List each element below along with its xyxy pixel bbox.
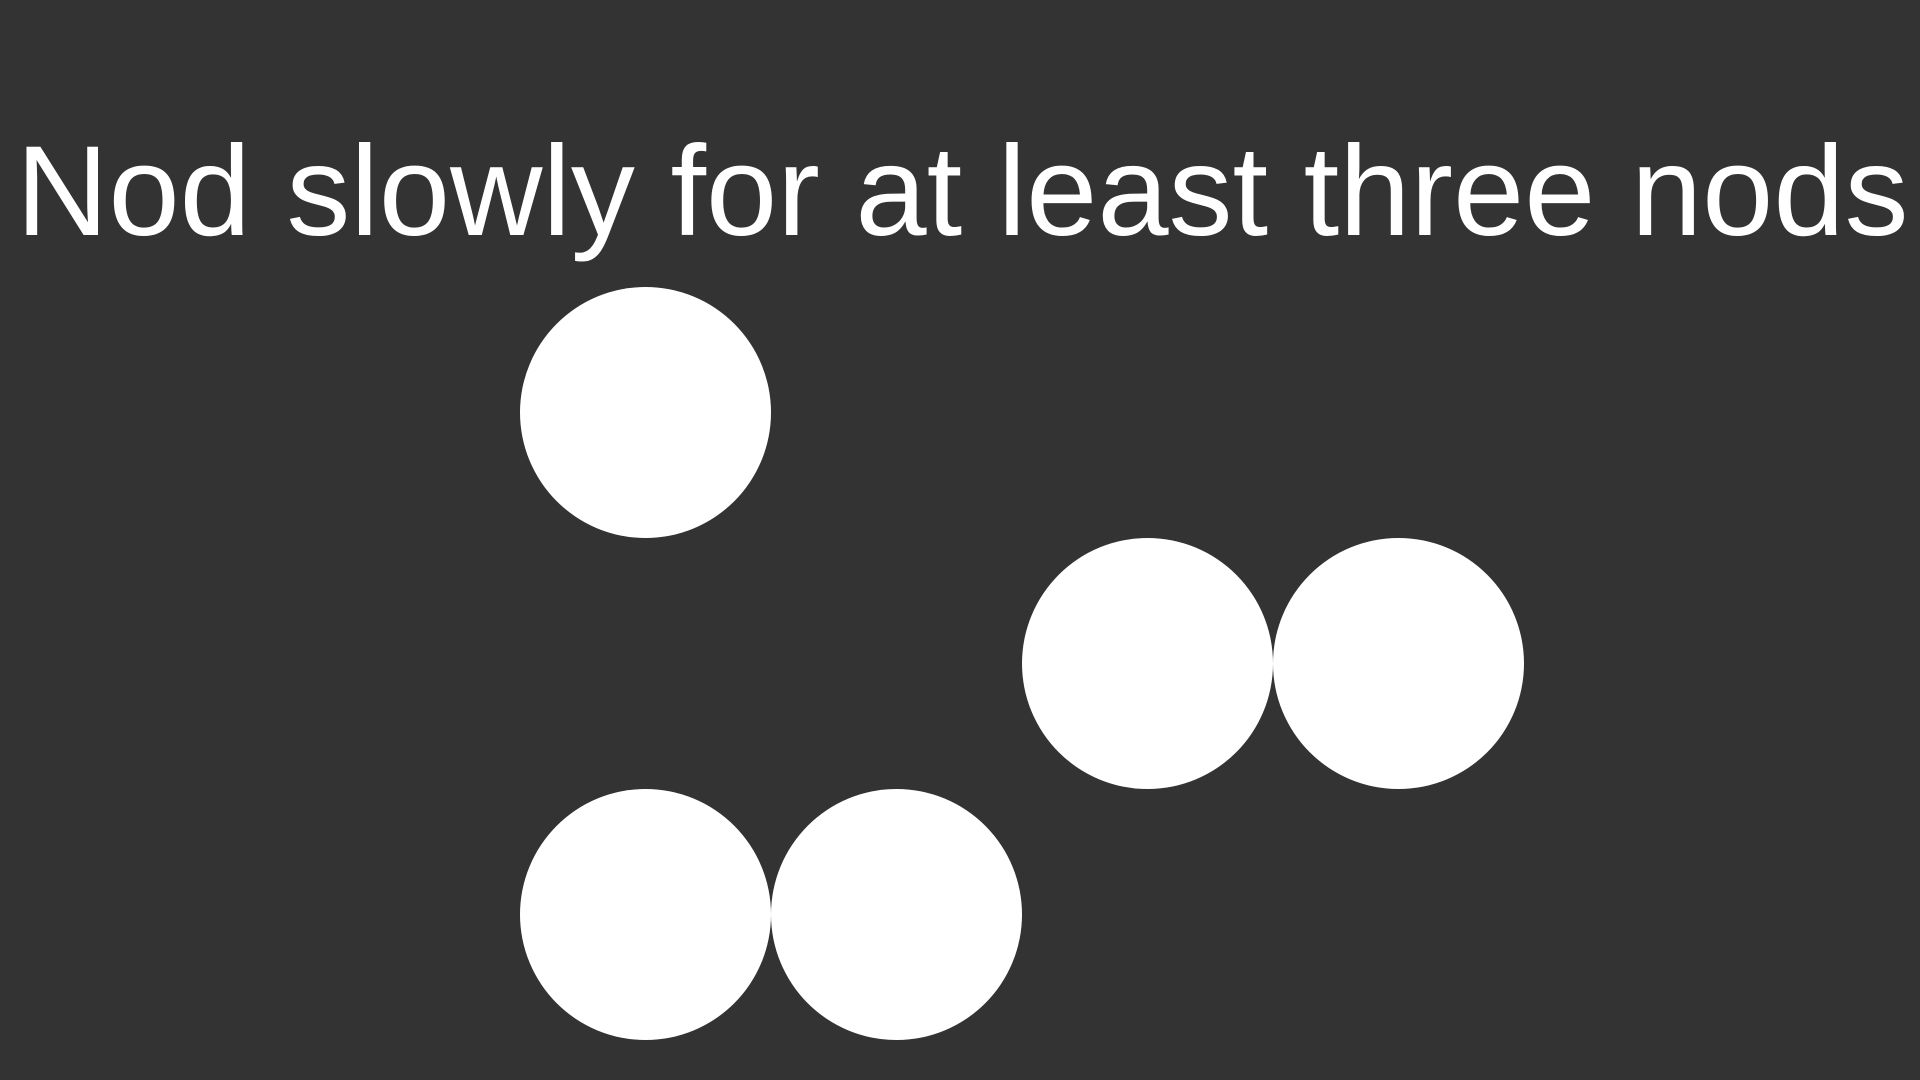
stimulus-dot xyxy=(520,287,771,538)
stimulus-dot xyxy=(1022,538,1273,789)
stimulus-dot xyxy=(1273,538,1524,789)
stimulus-dot xyxy=(771,789,1022,1040)
instruction-text: Nod slowly for at least three nods xyxy=(16,120,1909,263)
stimulus-dot xyxy=(520,789,771,1040)
